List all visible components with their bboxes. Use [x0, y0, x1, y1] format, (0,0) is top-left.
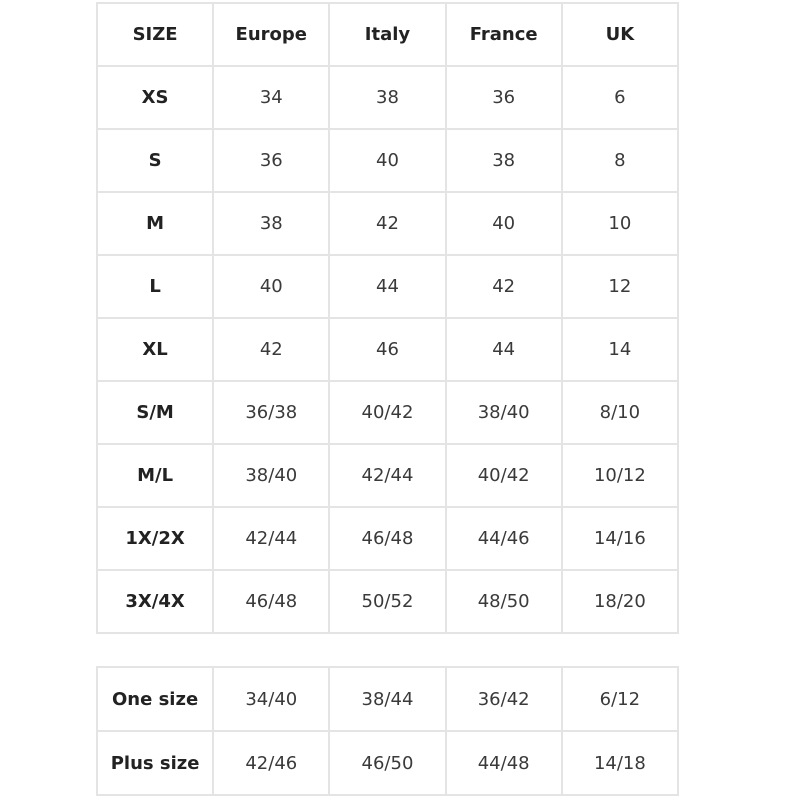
size-value-cell: 14/16	[560, 506, 680, 571]
size-value-cell: 40/42	[444, 443, 563, 508]
size-value-cell: 38/40	[444, 380, 563, 445]
size-value-cell: 40/42	[328, 380, 447, 445]
size-value-cell: 44/48	[444, 730, 563, 796]
column-header: SIZE	[95, 2, 215, 67]
size-value-cell: 40	[444, 191, 563, 256]
size-label-cell: 3X/4X	[95, 569, 215, 634]
size-value-cell: 6	[560, 65, 680, 130]
size-value-cell: 46/48	[328, 506, 447, 571]
size-value-cell: 10/12	[560, 443, 680, 508]
size-value-cell: 14/18	[560, 730, 680, 796]
size-value-cell: 6/12	[560, 666, 680, 732]
size-value-cell: 38	[444, 128, 563, 193]
table-row: 3X/4X 46/48 50/52 48/50 18/20	[95, 569, 680, 634]
size-label-cell: XS	[95, 65, 215, 130]
column-header: UK	[560, 2, 680, 67]
special-size-table: One size 34/40 38/44 36/42 6/12 Plus size 42/4…	[95, 666, 680, 796]
size-value-cell: 34/40	[212, 666, 331, 732]
size-label-cell: L	[95, 254, 215, 319]
table-row: 1X/2X 42/44 46/48 44/46 14/16	[95, 506, 680, 571]
header-row: SIZE Europe Italy France UK	[95, 2, 680, 67]
size-value-cell: 38/40	[212, 443, 331, 508]
table-row: Plus size 42/46 46/50 44/48 14/18	[95, 730, 680, 796]
size-value-cell: 44	[328, 254, 447, 319]
column-header: Italy	[328, 2, 447, 67]
size-value-cell: 48/50	[444, 569, 563, 634]
size-value-cell: 36	[212, 128, 331, 193]
table-row: M 38 42 40 10	[95, 191, 680, 256]
size-value-cell: 40	[328, 128, 447, 193]
table-row: L 40 44 42 12	[95, 254, 680, 319]
column-header: France	[444, 2, 563, 67]
size-value-cell: 18/20	[560, 569, 680, 634]
size-value-cell: 8/10	[560, 380, 680, 445]
size-value-cell: 8	[560, 128, 680, 193]
size-value-cell: 42/44	[328, 443, 447, 508]
size-value-cell: 38	[212, 191, 331, 256]
table-row: M/L 38/40 42/44 40/42 10/12	[95, 443, 680, 508]
size-value-cell: 36/42	[444, 666, 563, 732]
size-value-cell: 42	[444, 254, 563, 319]
table-row: S 36 40 38 8	[95, 128, 680, 193]
size-label-cell: Plus size	[95, 730, 215, 796]
size-value-cell: 12	[560, 254, 680, 319]
size-value-cell: 46/48	[212, 569, 331, 634]
size-label-cell: M/L	[95, 443, 215, 508]
size-value-cell: 38	[328, 65, 447, 130]
size-value-cell: 34	[212, 65, 331, 130]
size-value-cell: 14	[560, 317, 680, 382]
size-value-cell: 42/46	[212, 730, 331, 796]
size-value-cell: 38/44	[328, 666, 447, 732]
table-row: One size 34/40 38/44 36/42 6/12	[95, 666, 680, 732]
size-label-cell: 1X/2X	[95, 506, 215, 571]
size-value-cell: 40	[212, 254, 331, 319]
column-header: Europe	[212, 2, 331, 67]
size-label-cell: XL	[95, 317, 215, 382]
size-value-cell: 42/44	[212, 506, 331, 571]
size-value-cell: 42	[328, 191, 447, 256]
size-label-cell: One size	[95, 666, 215, 732]
table-row: XL 42 46 44 14	[95, 317, 680, 382]
size-value-cell: 50/52	[328, 569, 447, 634]
table-row: XS 34 38 36 6	[95, 65, 680, 130]
size-value-cell: 36	[444, 65, 563, 130]
size-value-cell: 46/50	[328, 730, 447, 796]
size-value-cell: 10	[560, 191, 680, 256]
size-label-cell: M	[95, 191, 215, 256]
size-value-cell: 36/38	[212, 380, 331, 445]
size-value-cell: 42	[212, 317, 331, 382]
size-chart-table: SIZE Europe Italy France UK XS 34 38 36 6 S 36 40 38 8…	[95, 2, 680, 634]
size-label-cell: S	[95, 128, 215, 193]
table-row: S/M 36/38 40/42 38/40 8/10	[95, 380, 680, 445]
size-value-cell: 44	[444, 317, 563, 382]
size-value-cell: 46	[328, 317, 447, 382]
size-label-cell: S/M	[95, 380, 215, 445]
size-value-cell: 44/46	[444, 506, 563, 571]
